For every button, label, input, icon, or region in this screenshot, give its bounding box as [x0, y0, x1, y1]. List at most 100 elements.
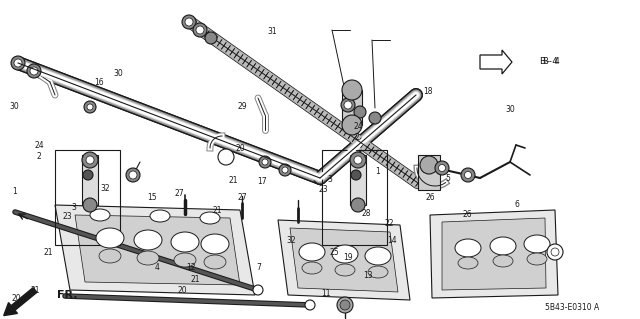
Text: 30: 30	[506, 105, 516, 114]
Text: 6: 6	[515, 200, 520, 209]
Circle shape	[27, 64, 41, 78]
Polygon shape	[480, 50, 512, 74]
Circle shape	[547, 244, 563, 260]
Circle shape	[337, 297, 353, 313]
Circle shape	[551, 248, 559, 256]
Bar	[82, 155, 98, 205]
Circle shape	[14, 59, 22, 67]
Circle shape	[129, 171, 137, 179]
Text: B- 4: B- 4	[540, 57, 558, 66]
Text: 7: 7	[257, 263, 262, 272]
Polygon shape	[290, 228, 398, 292]
Text: 5: 5	[445, 174, 451, 183]
Ellipse shape	[90, 209, 110, 221]
Bar	[55, 150, 120, 245]
Text: 32: 32	[100, 184, 111, 193]
Text: 21: 21	[191, 275, 200, 284]
Ellipse shape	[201, 234, 229, 254]
Text: FR.: FR.	[57, 290, 77, 300]
Ellipse shape	[171, 232, 199, 252]
Text: 13: 13	[363, 271, 373, 280]
Circle shape	[344, 101, 352, 109]
Text: 19: 19	[342, 253, 353, 262]
Text: 21: 21	[229, 176, 238, 185]
Bar	[342, 90, 362, 125]
Bar	[350, 155, 366, 205]
Circle shape	[369, 112, 381, 124]
Circle shape	[350, 152, 366, 168]
Circle shape	[83, 198, 97, 212]
Ellipse shape	[96, 228, 124, 248]
Circle shape	[259, 156, 271, 168]
Text: 18: 18	[423, 87, 432, 96]
Ellipse shape	[332, 245, 358, 263]
Circle shape	[196, 26, 204, 34]
Text: 11: 11	[322, 289, 331, 298]
Ellipse shape	[368, 266, 388, 278]
Text: 28: 28	[362, 209, 371, 218]
Text: 4: 4	[154, 263, 159, 272]
Ellipse shape	[527, 253, 547, 265]
Text: 2: 2	[36, 152, 41, 161]
Text: 16: 16	[94, 78, 104, 87]
Text: 20: 20	[235, 144, 245, 153]
Circle shape	[82, 152, 98, 168]
Ellipse shape	[150, 210, 170, 222]
Text: 29: 29	[237, 102, 247, 111]
Text: 31: 31	[267, 27, 277, 36]
Circle shape	[354, 156, 362, 164]
Circle shape	[354, 106, 366, 118]
Circle shape	[86, 156, 94, 164]
Text: 23: 23	[318, 185, 328, 194]
Bar	[418, 155, 440, 190]
Text: 15: 15	[147, 193, 157, 202]
Ellipse shape	[134, 230, 162, 250]
Circle shape	[342, 115, 362, 135]
Text: 3: 3	[327, 175, 332, 184]
Text: 20: 20	[177, 286, 188, 295]
Text: 2: 2	[355, 133, 360, 142]
Ellipse shape	[458, 257, 478, 269]
Ellipse shape	[299, 243, 325, 261]
Text: 21: 21	[44, 248, 52, 256]
Text: B- 4: B- 4	[543, 57, 560, 66]
Text: 25: 25	[329, 248, 339, 256]
Ellipse shape	[174, 253, 196, 267]
Ellipse shape	[493, 255, 513, 267]
Text: 12: 12	[186, 263, 195, 272]
Circle shape	[83, 170, 93, 180]
Text: 5B43-E0310 A: 5B43-E0310 A	[545, 303, 599, 313]
Polygon shape	[442, 218, 546, 290]
Bar	[322, 150, 387, 245]
Circle shape	[84, 101, 96, 113]
Ellipse shape	[302, 262, 322, 274]
Ellipse shape	[524, 235, 550, 253]
Ellipse shape	[335, 264, 355, 276]
Text: 24: 24	[35, 141, 45, 150]
Text: 21: 21	[213, 206, 222, 215]
Polygon shape	[430, 210, 558, 298]
Polygon shape	[55, 205, 255, 295]
Circle shape	[465, 172, 472, 179]
Circle shape	[185, 18, 193, 26]
Text: 3: 3	[71, 203, 76, 212]
Text: 27: 27	[174, 189, 184, 198]
Text: 20: 20	[11, 294, 21, 303]
Circle shape	[182, 15, 196, 29]
Circle shape	[420, 156, 438, 174]
Text: 30: 30	[9, 102, 19, 111]
Circle shape	[351, 170, 361, 180]
Circle shape	[262, 159, 268, 165]
Text: 30: 30	[113, 69, 124, 78]
Ellipse shape	[490, 237, 516, 255]
FancyArrow shape	[4, 288, 37, 315]
Circle shape	[341, 98, 355, 112]
Polygon shape	[278, 220, 410, 300]
Circle shape	[253, 285, 263, 295]
Circle shape	[351, 198, 365, 212]
Ellipse shape	[455, 239, 481, 257]
Circle shape	[11, 56, 25, 70]
Text: 26: 26	[425, 193, 435, 202]
Circle shape	[205, 32, 217, 44]
Ellipse shape	[99, 249, 121, 263]
